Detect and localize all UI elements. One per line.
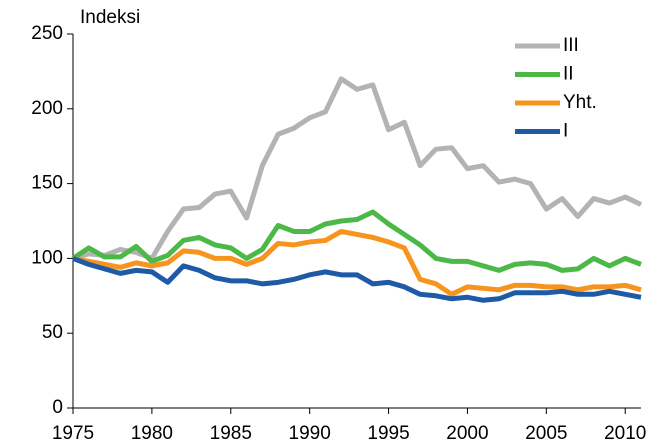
legend-label: I	[563, 121, 568, 142]
series-line	[72, 228, 642, 297]
y-tick-label: 0	[52, 397, 63, 418]
x-tick-label: 2005	[525, 423, 567, 444]
y-tick-label: 150	[31, 173, 63, 194]
x-tick-label: 2000	[446, 423, 488, 444]
y-tick-label: 250	[31, 23, 63, 44]
x-tick-label: 2010	[604, 423, 646, 444]
series-line	[72, 76, 643, 261]
y-axis-label: Indeksi	[80, 7, 140, 28]
legend-label: II	[563, 64, 574, 85]
series-line	[72, 256, 642, 303]
series-line	[71, 209, 642, 273]
y-tick-label: 100	[31, 247, 63, 268]
legend-label: Yht.	[563, 92, 597, 113]
y-tick-label: 200	[31, 98, 63, 119]
x-tick-label: 1995	[367, 423, 409, 444]
x-tick-label: 1980	[131, 423, 173, 444]
x-tick-label: 1975	[52, 423, 94, 444]
y-tick-label: 50	[42, 322, 63, 343]
x-tick-label: 1990	[289, 423, 331, 444]
x-tick-label: 1985	[210, 423, 252, 444]
legend-label: III	[563, 35, 579, 56]
